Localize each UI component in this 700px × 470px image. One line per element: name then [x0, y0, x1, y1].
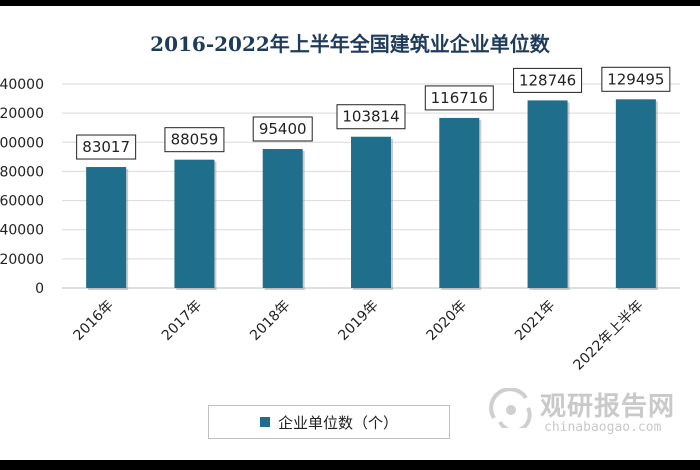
x-tick-label: 2021年	[512, 298, 558, 344]
legend: 企业单位数（个）	[208, 405, 450, 439]
watermark-logo-icon	[489, 388, 532, 428]
y-tick-label: 100000	[0, 135, 44, 151]
y-tick-label: 20000	[0, 252, 44, 268]
data-label: 129495	[607, 70, 664, 88]
x-tick-label: 2020年	[424, 298, 470, 344]
bar	[86, 167, 127, 288]
y-tick-label: 0	[35, 281, 44, 297]
y-tick-label: 40000	[0, 223, 44, 239]
x-tick-label: 2017年	[159, 298, 205, 344]
y-tick-label: 140000	[0, 77, 44, 93]
data-label: 88059	[171, 131, 219, 149]
bar	[439, 117, 480, 288]
watermark-url: chinabaogao.com	[544, 420, 662, 435]
data-label-box	[424, 85, 494, 111]
x-tick-label: 2016年	[71, 298, 117, 344]
data-label: 83017	[82, 138, 130, 156]
x-tick-label: 2022年上半年	[571, 298, 647, 374]
bar	[527, 100, 568, 289]
x-tick-label: 2018年	[247, 298, 293, 344]
data-label-box	[336, 104, 406, 130]
legend-swatch	[259, 417, 270, 427]
data-label-box	[513, 67, 583, 93]
bar	[174, 159, 215, 288]
watermark: 观研报告网 chinabaogao.com	[488, 384, 698, 444]
chart-title: 2016-2022年上半年全国建筑业企业单位数	[150, 32, 550, 56]
bar	[351, 136, 391, 288]
y-tick-label: 80000	[0, 164, 44, 180]
bar	[262, 148, 303, 288]
bar	[615, 99, 656, 289]
y-tick-label: 60000	[0, 194, 44, 210]
watermark-name: 观研报告网	[540, 392, 676, 422]
y-tick-label: 120000	[0, 106, 44, 122]
data-label: 103814	[342, 108, 399, 126]
data-label: 95400	[259, 120, 307, 138]
legend-label: 企业单位数（个）	[277, 413, 398, 432]
data-label: 116716	[431, 89, 488, 107]
data-label-box	[76, 134, 137, 160]
data-label: 128746	[519, 71, 576, 89]
data-label-box	[252, 116, 313, 142]
data-label-box	[601, 66, 671, 92]
data-label-box	[164, 127, 225, 153]
x-tick-label: 2019年	[335, 298, 381, 344]
